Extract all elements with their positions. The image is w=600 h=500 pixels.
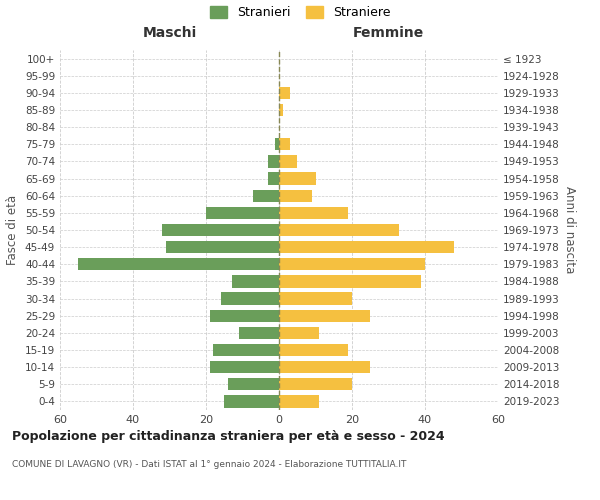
Bar xyxy=(209,310,279,322)
Text: COMUNE DI LAVAGNO (VR) - Dati ISTAT al 1° gennaio 2024 - Elaborazione TUTTITALIA: COMUNE DI LAVAGNO (VR) - Dati ISTAT al 1… xyxy=(12,460,406,469)
Bar xyxy=(209,361,279,374)
Bar xyxy=(279,104,283,116)
Bar xyxy=(279,361,370,374)
Bar xyxy=(279,276,421,287)
Y-axis label: Anni di nascita: Anni di nascita xyxy=(563,186,576,274)
Bar xyxy=(279,86,290,99)
Y-axis label: Fasce di età: Fasce di età xyxy=(7,195,19,265)
Bar xyxy=(162,224,279,236)
Bar xyxy=(279,326,319,339)
Legend: Stranieri, Straniere: Stranieri, Straniere xyxy=(209,6,391,19)
Bar xyxy=(214,344,279,356)
Bar xyxy=(279,292,352,304)
Bar xyxy=(279,258,425,270)
Bar xyxy=(78,258,279,270)
Bar xyxy=(228,378,279,390)
Bar xyxy=(279,156,297,168)
Bar xyxy=(224,396,279,407)
Bar xyxy=(166,241,279,254)
Bar xyxy=(279,378,352,390)
Bar xyxy=(268,172,279,184)
Bar xyxy=(279,344,349,356)
Bar xyxy=(268,156,279,168)
Bar xyxy=(279,206,349,219)
Text: Popolazione per cittadinanza straniera per età e sesso - 2024: Popolazione per cittadinanza straniera p… xyxy=(12,430,445,443)
Bar xyxy=(279,224,400,236)
Bar xyxy=(279,396,319,407)
Bar xyxy=(275,138,279,150)
Bar xyxy=(206,206,279,219)
Bar xyxy=(279,310,370,322)
Text: Maschi: Maschi xyxy=(142,26,197,40)
Text: Femmine: Femmine xyxy=(353,26,424,40)
Bar xyxy=(279,172,316,184)
Bar xyxy=(221,292,279,304)
Bar xyxy=(279,190,312,202)
Bar xyxy=(239,326,279,339)
Bar xyxy=(279,138,290,150)
Bar xyxy=(253,190,279,202)
Bar xyxy=(232,276,279,287)
Bar xyxy=(279,241,454,254)
